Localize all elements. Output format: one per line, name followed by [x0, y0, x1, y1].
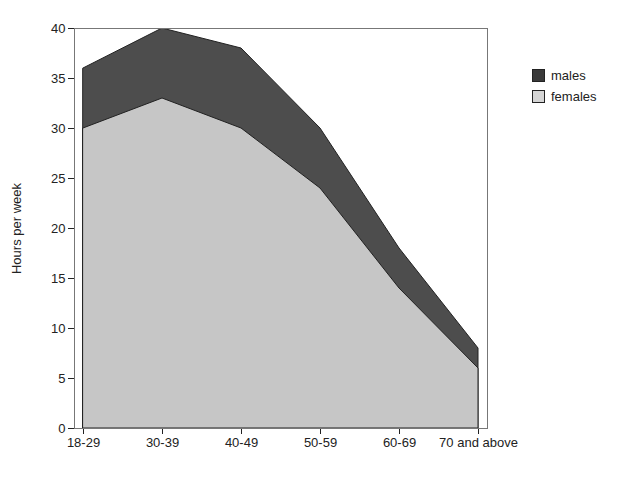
html-text:females: females [551, 89, 597, 104]
svg-text:60-69: 60-69 [383, 435, 416, 450]
svg-text:15: 15 [51, 271, 65, 286]
svg-text:10: 10 [51, 321, 65, 336]
svg-text:20: 20 [51, 221, 65, 236]
svg-text:70 and above: 70 and above [439, 435, 518, 450]
svg-text:50-59: 50-59 [304, 435, 337, 450]
svg-text:Hours per week: Hours per week [9, 182, 24, 274]
svg-text:35: 35 [51, 71, 65, 86]
svg-text:0: 0 [58, 421, 65, 436]
svg-text:30-39: 30-39 [146, 435, 179, 450]
svg-text:18-29: 18-29 [67, 435, 100, 450]
svg-text:5: 5 [58, 371, 65, 386]
svg-text:40: 40 [51, 21, 65, 36]
html-text:males: males [551, 68, 586, 83]
svg-text:30: 30 [51, 121, 65, 136]
svg-text:25: 25 [51, 171, 65, 186]
svg-text:40-49: 40-49 [225, 435, 258, 450]
